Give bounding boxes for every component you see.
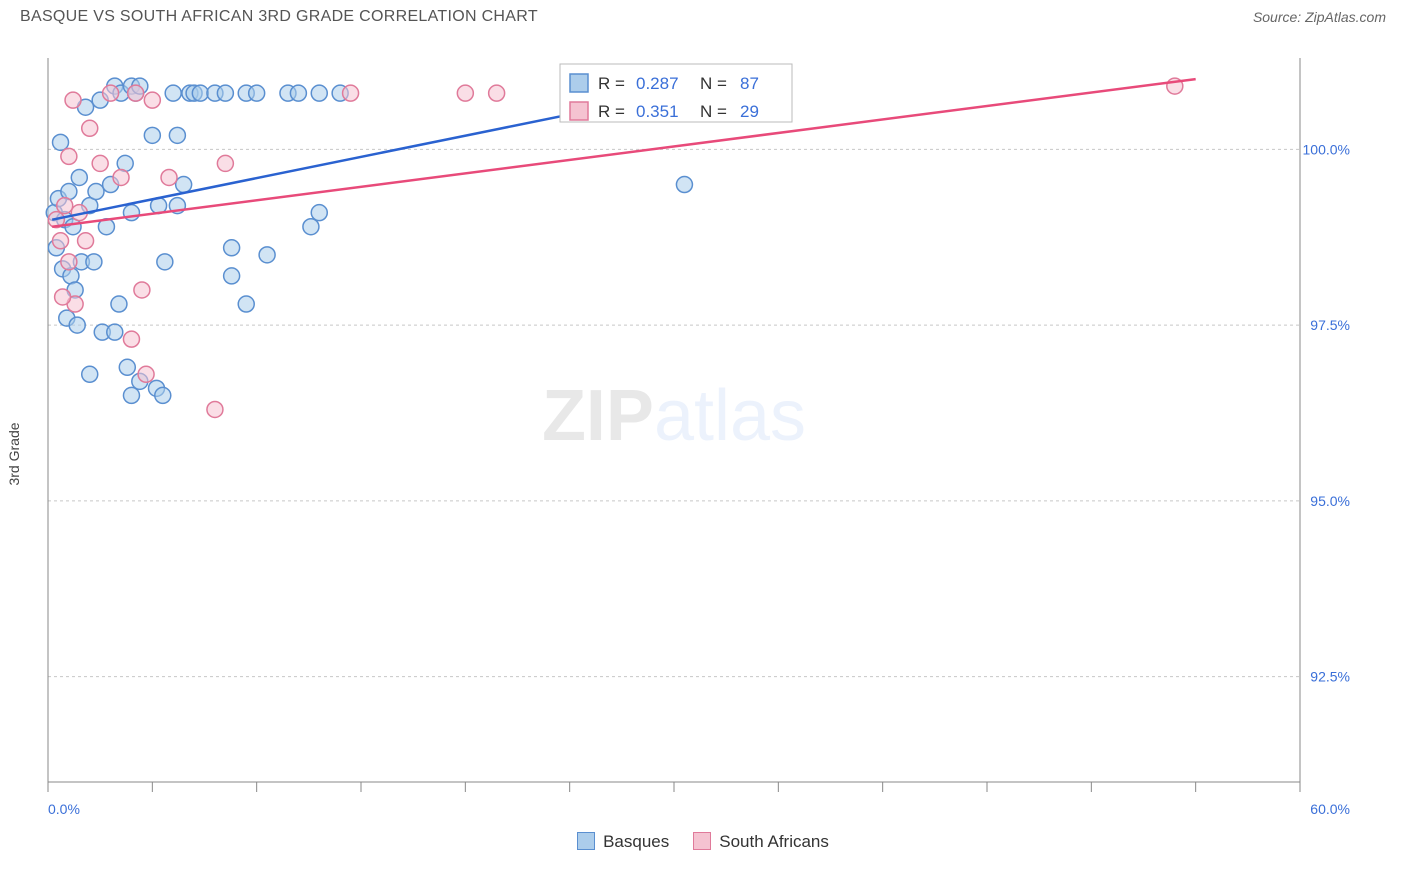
svg-text:R =: R =	[598, 102, 625, 121]
chart-title: BASQUE VS SOUTH AFRICAN 3RD GRADE CORREL…	[20, 8, 538, 26]
svg-text:87: 87	[740, 74, 759, 93]
svg-text:92.5%: 92.5%	[1310, 669, 1350, 685]
legend-bottom: Basques South Africans	[0, 832, 1406, 852]
legend-label: South Africans	[719, 832, 829, 851]
svg-text:60.0%: 60.0%	[1310, 801, 1350, 816]
scatter-chart: 92.5% 95.0% 97.5% 100.0% ZIPatlas 0.0% 60.0% R …	[44, 56, 1354, 816]
legend-item-basques: Basques	[577, 832, 669, 852]
chart-area: 92.5%95.0%97.5%100.0%ZIPatlas0.0%60.0%R …	[44, 56, 1354, 806]
svg-text:0.287: 0.287	[636, 74, 679, 93]
svg-text:95.0%: 95.0%	[1310, 493, 1350, 509]
svg-text:N =: N =	[700, 102, 727, 121]
svg-text:29: 29	[740, 102, 759, 121]
source-label: Source: ZipAtlas.com	[1253, 9, 1386, 25]
legend-swatch-blue	[577, 832, 595, 850]
svg-text:0.351: 0.351	[636, 102, 679, 121]
svg-text:R =: R =	[598, 74, 625, 93]
legend-item-south-africans: South Africans	[693, 832, 829, 852]
svg-text:97.5%: 97.5%	[1310, 317, 1350, 333]
svg-text:N =: N =	[700, 74, 727, 93]
y-axis-label: 3rd Grade	[6, 422, 22, 485]
svg-text:100.0%: 100.0%	[1303, 141, 1350, 157]
legend-label: Basques	[603, 832, 669, 851]
svg-text:0.0%: 0.0%	[48, 801, 80, 816]
legend-swatch-pink	[693, 832, 711, 850]
svg-text:ZIPatlas: ZIPatlas	[542, 376, 806, 456]
